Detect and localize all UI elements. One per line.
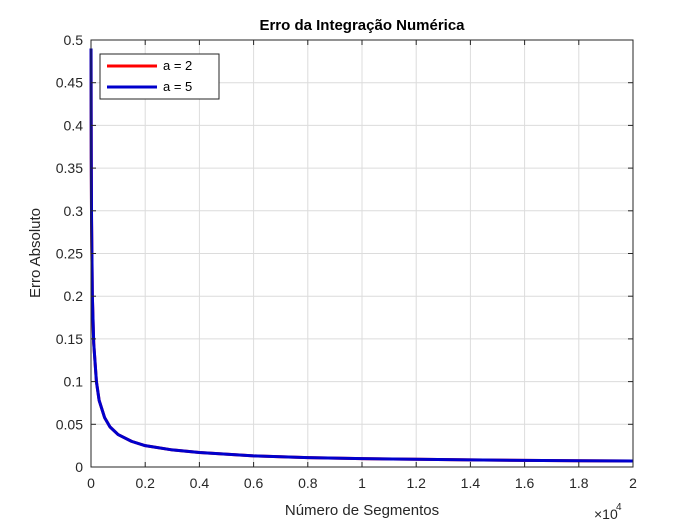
x-tick-label: 1.6	[515, 475, 535, 491]
y-tick-label: 0.45	[56, 75, 83, 91]
ticks	[90, 39, 634, 468]
x-axis-label: Número de Segmentos	[285, 502, 439, 519]
x-exponent-power: 4	[616, 502, 622, 513]
x-tick-label: 1.8	[569, 475, 589, 491]
y-tick-label: 0.1	[64, 374, 84, 390]
x-tick-label: 0.4	[190, 475, 210, 491]
y-tick-label: 0.25	[56, 246, 83, 262]
x-tick-label: 1.2	[406, 475, 426, 491]
x-tick-label: 0.2	[135, 475, 155, 491]
y-tick-label: 0.05	[56, 416, 83, 432]
chart-title: Erro da Integração Numérica	[259, 17, 465, 34]
x-tick-label: 1	[358, 475, 366, 491]
x-tick-label: 1.4	[461, 475, 481, 491]
legend-label-a2: a = 2	[163, 58, 192, 73]
series-layer	[89, 48, 634, 463]
y-tick-label: 0.5	[64, 32, 84, 48]
y-tick-label: 0.2	[64, 288, 84, 304]
y-tick-label: 0.35	[56, 160, 83, 176]
x-exponent-base: ×10	[594, 506, 618, 522]
legend-label-a5: a = 5	[163, 79, 192, 94]
x-tick-label: 0.6	[244, 475, 264, 491]
y-tick-label: 0	[75, 459, 83, 475]
legend: a = 2 a = 5	[99, 53, 220, 100]
x-exponent: ×10 4	[594, 502, 622, 522]
tick-labels: 0 0.2 0.4 0.6 0.8 1 1.2 1.4 1.6 1.8 2 0 0.05 0.1 0.15 0…	[56, 32, 637, 491]
series-line-a5	[89, 48, 634, 463]
x-tick-label: 2	[629, 475, 637, 491]
x-tick-label: 0.8	[298, 475, 318, 491]
grid	[91, 40, 633, 467]
y-axis-label: Erro Absoluto	[27, 208, 44, 298]
y-tick-label: 0.15	[56, 331, 83, 347]
legend-box	[99, 53, 220, 100]
y-tick-label: 0.4	[64, 117, 84, 133]
x-tick-label: 0	[87, 475, 95, 491]
y-tick-label: 0.3	[64, 203, 84, 219]
